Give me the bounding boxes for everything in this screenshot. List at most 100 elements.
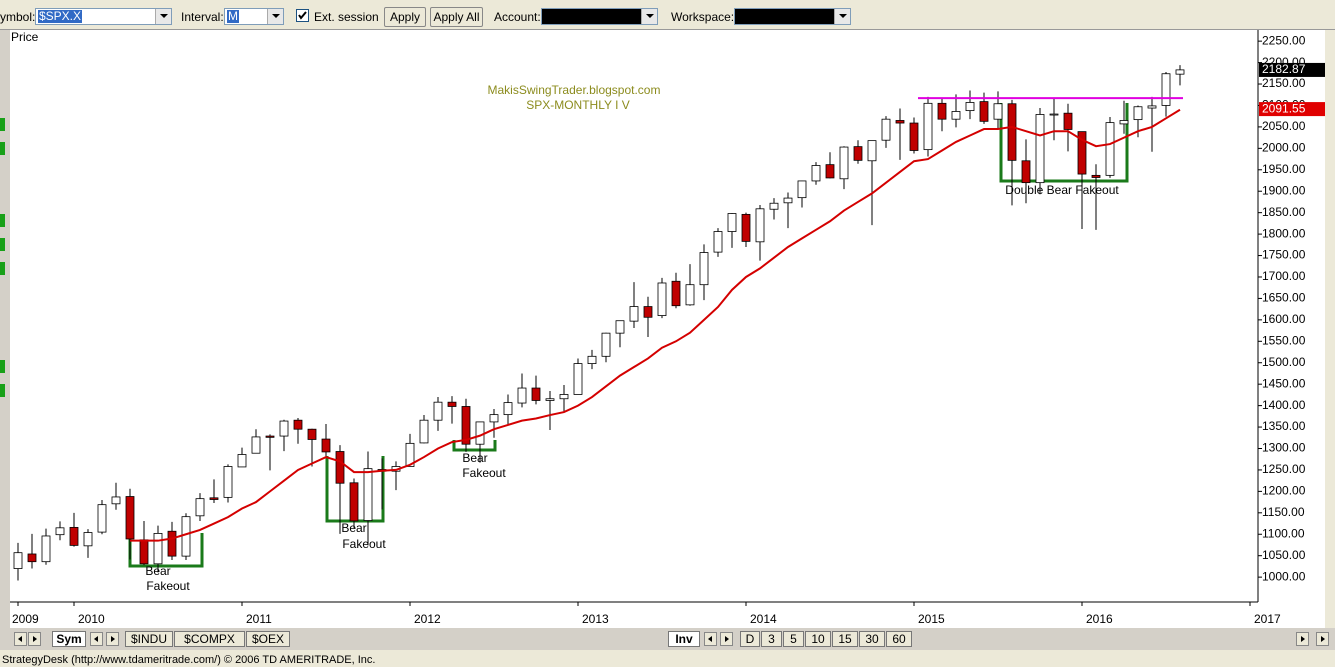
interval-tab[interactable]: 15 <box>832 631 858 647</box>
account-combo[interactable] <box>541 8 658 25</box>
interval-scroll-right[interactable] <box>720 632 733 646</box>
candle-body <box>265 435 275 438</box>
candle-body <box>1091 174 1101 178</box>
candle-body <box>671 280 681 307</box>
status-bar <box>0 650 1335 667</box>
candle-body <box>685 284 695 306</box>
chart-title: MakisSwingTrader.blogspot.com <box>488 83 661 97</box>
candle-body <box>699 252 709 286</box>
interval-scroll-left[interactable] <box>704 632 717 646</box>
candle-body <box>433 401 443 421</box>
x-tick-label: 2017 <box>1254 612 1281 626</box>
symbol-tab[interactable]: $COMPX <box>174 631 245 647</box>
candle-body <box>1161 73 1171 106</box>
tab-scroll-left[interactable] <box>90 632 103 646</box>
candle-body <box>657 282 667 316</box>
candle-body <box>251 436 261 454</box>
y-tick-label: 2050.00 <box>1262 119 1306 133</box>
annotation: Double Bear Fakeout <box>1005 183 1119 197</box>
candle-body <box>69 526 79 546</box>
symbol-tab[interactable]: $OEX <box>246 631 290 647</box>
candle-body <box>615 320 625 334</box>
candle-body <box>909 122 919 151</box>
candle-body <box>139 539 149 565</box>
candle-body <box>307 428 317 440</box>
candle-body <box>783 197 793 204</box>
candle-body <box>1147 105 1157 109</box>
y-tick-label: 1550.00 <box>1262 333 1306 347</box>
candle-body <box>937 102 947 120</box>
y-tick-label: 1750.00 <box>1262 248 1306 262</box>
candle-body <box>349 482 359 522</box>
y-tick-label: 1850.00 <box>1262 205 1306 219</box>
candle-body <box>237 454 247 468</box>
candle-body <box>1077 131 1087 175</box>
candle-body <box>951 111 961 120</box>
account-label: Account: <box>494 10 541 24</box>
x-tick-label: 2012 <box>414 612 441 626</box>
price-tag <box>1259 62 1325 77</box>
candle-body <box>447 401 457 407</box>
candle-body <box>293 419 303 430</box>
scroll-left[interactable] <box>14 632 27 646</box>
candle-body <box>923 102 933 151</box>
price-tag-label: 2182.87 <box>1262 62 1306 76</box>
sym-tab[interactable]: Sym <box>52 631 86 647</box>
candle-body <box>1021 160 1031 184</box>
symbol-tab[interactable]: $INDU <box>125 631 173 647</box>
interval-tab[interactable]: 3 <box>761 631 782 647</box>
y-tick-label: 1200.00 <box>1262 484 1306 498</box>
candle-body <box>965 102 975 112</box>
y-tick-label: 1450.00 <box>1262 376 1306 390</box>
y-tick-label: 1050.00 <box>1262 548 1306 562</box>
y-tick-label: 1100.00 <box>1262 526 1305 540</box>
apply-all-button[interactable]: Apply All <box>430 7 483 27</box>
page-scroll-end[interactable] <box>1316 632 1329 646</box>
interval-tab[interactable]: D <box>740 631 760 647</box>
candle-body <box>1175 69 1185 75</box>
apply-button[interactable]: Apply <box>384 7 426 27</box>
candle-body <box>419 419 429 444</box>
workspace-combo[interactable] <box>734 8 851 25</box>
candle-body <box>629 306 639 322</box>
y-tick-label: 1650.00 <box>1262 291 1306 305</box>
interval-tab[interactable]: 30 <box>859 631 885 647</box>
y-tick-label: 1000.00 <box>1262 569 1306 583</box>
candle-body <box>279 420 289 437</box>
x-tick-label: 2016 <box>1086 612 1113 626</box>
candle-body <box>545 398 555 401</box>
candle-body <box>405 442 415 467</box>
candle-body <box>503 402 513 416</box>
y-tick-label: 1300.00 <box>1262 441 1306 455</box>
candle-body <box>1049 113 1059 116</box>
symbol-combo[interactable]: $SPX.X <box>35 8 172 25</box>
interval-combo[interactable]: M <box>224 8 284 25</box>
tab-scroll-right[interactable] <box>106 632 119 646</box>
left-icons <box>0 118 5 397</box>
candle-body <box>853 146 863 161</box>
candle-body <box>895 120 905 124</box>
ext-session-checkbox[interactable] <box>296 9 309 22</box>
interval-tab[interactable]: 5 <box>783 631 804 647</box>
page-scroll-right[interactable] <box>1296 632 1309 646</box>
interval-tab[interactable]: 10 <box>805 631 831 647</box>
candle-body <box>209 497 219 500</box>
candle-body <box>867 140 877 162</box>
candle-body <box>1063 112 1073 130</box>
interval-tab[interactable]: 60 <box>886 631 912 647</box>
candle-body <box>335 451 345 484</box>
candle-body <box>741 213 751 242</box>
candle-body <box>993 103 1003 120</box>
scroll-right[interactable] <box>28 632 41 646</box>
y-tick-label: 1900.00 <box>1262 183 1306 197</box>
ext-session-label: Ext. session <box>314 10 379 24</box>
x-tick-label: 2011 <box>246 612 272 626</box>
candle-body <box>643 306 653 318</box>
annotation: Fakeout <box>462 466 506 480</box>
inv-tab[interactable]: Inv <box>668 631 700 647</box>
candle-body <box>769 202 779 210</box>
candle-body <box>727 213 737 232</box>
y-tick-label: 1800.00 <box>1262 226 1306 240</box>
